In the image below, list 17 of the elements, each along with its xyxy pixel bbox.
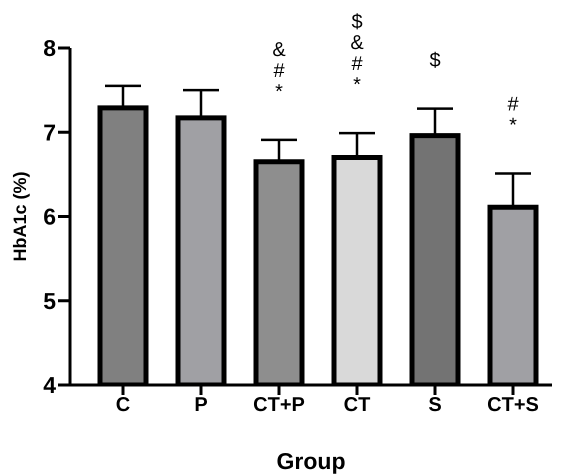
annotation: $ & # * <box>350 11 364 96</box>
x-tick-label: CT+P <box>253 394 305 416</box>
x-tick-label: CT <box>344 394 370 416</box>
x-axis-title: Group <box>276 448 346 474</box>
y-tick-label: 6 <box>43 204 56 230</box>
x-tick-label: C <box>116 394 130 416</box>
x-tick-label: P <box>194 394 208 416</box>
y-tick-label: 7 <box>43 119 56 146</box>
annotation: $ <box>429 50 441 72</box>
x-tick-label: CT+S <box>487 394 539 416</box>
y-axis-title: HbA1c (%) <box>10 171 30 262</box>
x-tick-label: S <box>428 394 442 416</box>
annotation: # * <box>507 94 520 137</box>
y-tick-label: 5 <box>43 288 56 314</box>
y-tick-label: 4 <box>43 372 56 398</box>
annotation: & # * <box>272 38 286 103</box>
y-tick-label: 8 <box>43 35 56 62</box>
